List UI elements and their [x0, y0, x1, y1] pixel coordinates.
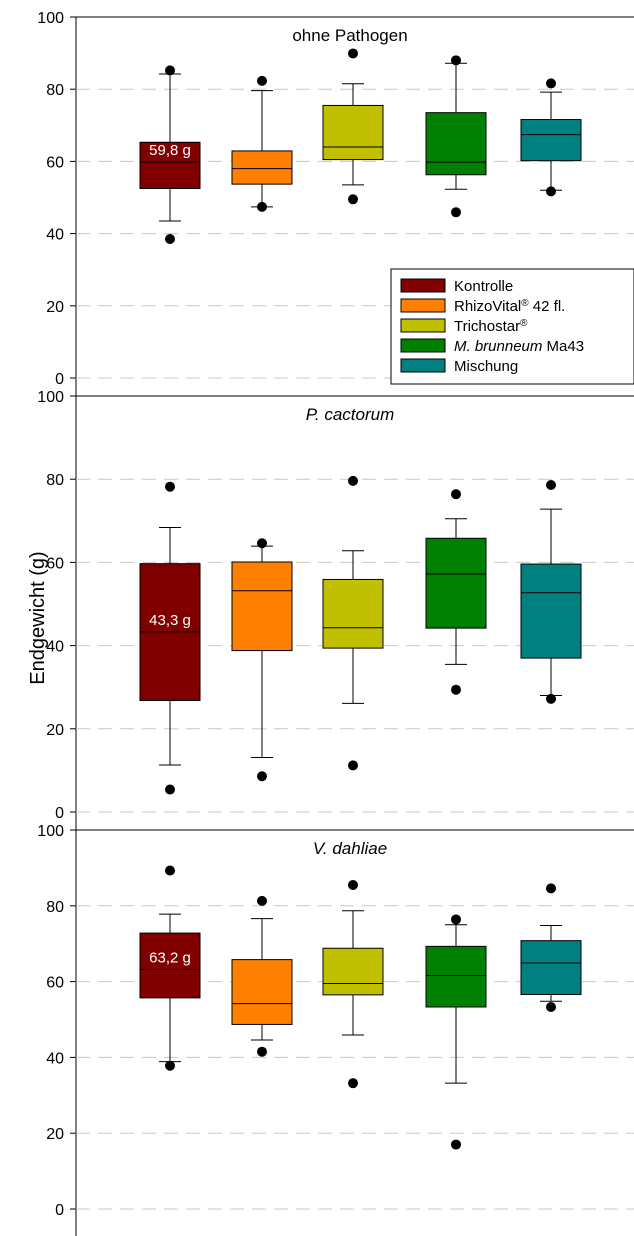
box — [425, 112, 487, 176]
outlier-point — [165, 865, 175, 876]
y-axis-label: Endgewicht (g) — [27, 551, 49, 684]
outlier-point — [257, 895, 267, 906]
outlier-point — [348, 475, 358, 486]
y-tick-label: 40 — [46, 1050, 64, 1067]
outlier-point — [165, 481, 175, 492]
legend-entry-label: Trichostar® — [454, 318, 528, 336]
box — [139, 932, 201, 999]
y-tick-label: 60 — [46, 975, 64, 992]
median-value-label: 63,2 g — [149, 949, 191, 966]
outlier-point — [348, 760, 358, 771]
outlier-point — [451, 914, 461, 925]
outlier-point — [451, 489, 461, 500]
outlier-point — [546, 693, 556, 704]
outlier-point — [257, 1046, 267, 1057]
box — [425, 537, 487, 629]
panel-title: V. dahliae — [313, 839, 387, 858]
y-tick-label: 60 — [46, 555, 64, 572]
outlier-point — [257, 75, 267, 86]
y-tick-label: 20 — [46, 1126, 64, 1143]
median-value-label: 59,8 g — [149, 142, 191, 159]
y-tick-label: 80 — [46, 899, 64, 916]
y-tick-label: 0 — [55, 1202, 64, 1219]
panel-title: ohne Pathogen — [292, 26, 407, 45]
outlier-point — [257, 771, 267, 782]
legend-entry-label: RhizoVital® 42 fl. — [454, 298, 565, 316]
y-tick-label: 20 — [46, 299, 64, 316]
outlier-point — [451, 207, 461, 218]
outlier-point — [348, 48, 358, 59]
outlier-point — [348, 879, 358, 890]
outlier-point — [165, 1060, 175, 1071]
outlier-point — [165, 65, 175, 76]
y-tick-label: 0 — [55, 371, 64, 388]
y-tick-label: 80 — [46, 472, 64, 489]
box — [520, 940, 582, 995]
median-value-label: 43,3 g — [149, 612, 191, 629]
legend-swatch — [400, 358, 446, 373]
y-tick-label: 0 — [55, 805, 64, 822]
box — [231, 959, 293, 1025]
box — [520, 119, 582, 162]
y-tick-label: 20 — [46, 722, 64, 739]
outlier-point — [546, 186, 556, 197]
box — [231, 150, 293, 185]
outlier-point — [546, 78, 556, 89]
outlier-point — [546, 480, 556, 491]
outlier-point — [451, 55, 461, 66]
y-tick-label: 60 — [46, 154, 64, 171]
y-tick-label: 100 — [37, 823, 64, 840]
legend-entry-label: Kontrolle — [454, 278, 513, 295]
box — [322, 578, 384, 649]
box — [425, 945, 487, 1008]
outlier-point — [348, 194, 358, 205]
y-tick-label: 80 — [46, 82, 64, 99]
outlier-point — [165, 784, 175, 795]
legend-swatch — [400, 318, 446, 333]
outlier-point — [257, 538, 267, 549]
y-tick-label: 40 — [46, 227, 64, 244]
outlier-point — [165, 234, 175, 245]
outlier-point — [348, 1078, 358, 1089]
outlier-point — [451, 1139, 461, 1150]
outlier-point — [546, 883, 556, 894]
y-tick-label: 40 — [46, 639, 64, 656]
box — [520, 563, 582, 659]
legend-swatch — [400, 298, 446, 313]
y-tick-label: 100 — [37, 389, 64, 406]
box — [231, 561, 293, 652]
outlier-point — [451, 684, 461, 695]
box — [139, 141, 201, 189]
legend-swatch — [400, 278, 446, 293]
outlier-point — [257, 201, 267, 212]
box — [322, 947, 384, 996]
outlier-point — [546, 1001, 556, 1012]
panel-title: P. cactorum — [306, 405, 395, 424]
legend-entry-label: Mischung — [454, 358, 518, 375]
legend-swatch — [400, 338, 446, 353]
box — [322, 104, 384, 161]
y-tick-label: 100 — [37, 10, 64, 27]
legend-entry-label: M. brunneum Ma43 — [454, 338, 584, 355]
